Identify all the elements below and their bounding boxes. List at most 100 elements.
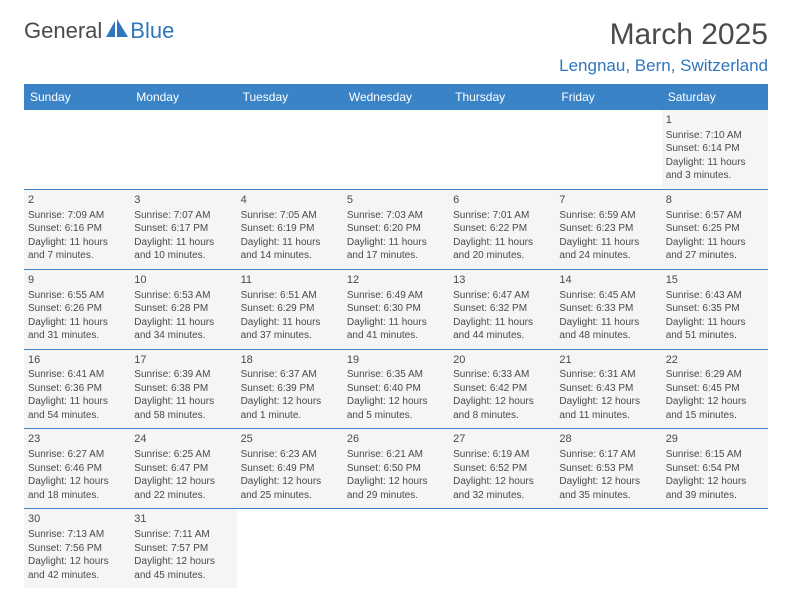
sunrise-text: Sunrise: 6:51 AM	[241, 289, 339, 303]
calendar-cell: 6Sunrise: 7:01 AMSunset: 6:22 PMDaylight…	[449, 189, 555, 269]
daylight-text: Daylight: 12 hours and 15 minutes.	[666, 395, 764, 422]
sunrise-text: Sunrise: 6:57 AM	[666, 209, 764, 223]
logo-sail-icon	[106, 19, 128, 44]
day-number: 26	[347, 432, 445, 447]
weekday-header: Sunday	[24, 84, 130, 110]
day-number: 23	[28, 432, 126, 447]
sunrise-text: Sunrise: 6:47 AM	[453, 289, 551, 303]
daylight-text: Daylight: 12 hours and 1 minute.	[241, 395, 339, 422]
sunrise-text: Sunrise: 6:43 AM	[666, 289, 764, 303]
sunrise-text: Sunrise: 6:35 AM	[347, 368, 445, 382]
sunrise-text: Sunrise: 6:25 AM	[134, 448, 232, 462]
sunrise-text: Sunrise: 6:33 AM	[453, 368, 551, 382]
sunrise-text: Sunrise: 6:49 AM	[347, 289, 445, 303]
calendar-cell	[449, 110, 555, 189]
sunrise-text: Sunrise: 6:27 AM	[28, 448, 126, 462]
daylight-text: Daylight: 11 hours and 48 minutes.	[559, 316, 657, 343]
daylight-text: Daylight: 11 hours and 14 minutes.	[241, 236, 339, 263]
sunrise-text: Sunrise: 6:19 AM	[453, 448, 551, 462]
calendar-cell	[343, 110, 449, 189]
calendar-row: 16Sunrise: 6:41 AMSunset: 6:36 PMDayligh…	[24, 349, 768, 429]
calendar-row: 9Sunrise: 6:55 AMSunset: 6:26 PMDaylight…	[24, 269, 768, 349]
sunset-text: Sunset: 6:54 PM	[666, 462, 764, 476]
day-number: 16	[28, 353, 126, 368]
location: Lengnau, Bern, Switzerland	[559, 56, 768, 76]
daylight-text: Daylight: 12 hours and 32 minutes.	[453, 475, 551, 502]
daylight-text: Daylight: 12 hours and 8 minutes.	[453, 395, 551, 422]
day-number: 21	[559, 353, 657, 368]
daylight-text: Daylight: 11 hours and 17 minutes.	[347, 236, 445, 263]
sunset-text: Sunset: 6:46 PM	[28, 462, 126, 476]
daylight-text: Daylight: 11 hours and 41 minutes.	[347, 316, 445, 343]
title-block: March 2025 Lengnau, Bern, Switzerland	[559, 18, 768, 76]
weekday-header: Saturday	[662, 84, 768, 110]
sunset-text: Sunset: 6:39 PM	[241, 382, 339, 396]
calendar-row: 2Sunrise: 7:09 AMSunset: 6:16 PMDaylight…	[24, 189, 768, 269]
sunset-text: Sunset: 6:19 PM	[241, 222, 339, 236]
sunrise-text: Sunrise: 6:15 AM	[666, 448, 764, 462]
daylight-text: Daylight: 11 hours and 58 minutes.	[134, 395, 232, 422]
sunset-text: Sunset: 6:52 PM	[453, 462, 551, 476]
logo-text-general: General	[24, 18, 102, 44]
sunrise-text: Sunrise: 7:10 AM	[666, 129, 764, 143]
day-number: 29	[666, 432, 764, 447]
daylight-text: Daylight: 12 hours and 22 minutes.	[134, 475, 232, 502]
daylight-text: Daylight: 12 hours and 11 minutes.	[559, 395, 657, 422]
day-number: 11	[241, 273, 339, 288]
sunrise-text: Sunrise: 6:39 AM	[134, 368, 232, 382]
sunset-text: Sunset: 7:57 PM	[134, 542, 232, 556]
calendar-cell	[449, 509, 555, 588]
daylight-text: Daylight: 12 hours and 18 minutes.	[28, 475, 126, 502]
calendar-row: 1Sunrise: 7:10 AMSunset: 6:14 PMDaylight…	[24, 110, 768, 189]
weekday-header-row: Sunday Monday Tuesday Wednesday Thursday…	[24, 84, 768, 110]
daylight-text: Daylight: 12 hours and 45 minutes.	[134, 555, 232, 582]
sunrise-text: Sunrise: 6:31 AM	[559, 368, 657, 382]
sunset-text: Sunset: 6:33 PM	[559, 302, 657, 316]
day-number: 24	[134, 432, 232, 447]
sunset-text: Sunset: 6:43 PM	[559, 382, 657, 396]
daylight-text: Daylight: 12 hours and 39 minutes.	[666, 475, 764, 502]
calendar-cell: 14Sunrise: 6:45 AMSunset: 6:33 PMDayligh…	[555, 269, 661, 349]
calendar-cell: 4Sunrise: 7:05 AMSunset: 6:19 PMDaylight…	[237, 189, 343, 269]
sunset-text: Sunset: 6:47 PM	[134, 462, 232, 476]
day-number: 12	[347, 273, 445, 288]
calendar-cell: 3Sunrise: 7:07 AMSunset: 6:17 PMDaylight…	[130, 189, 236, 269]
daylight-text: Daylight: 12 hours and 5 minutes.	[347, 395, 445, 422]
day-number: 13	[453, 273, 551, 288]
daylight-text: Daylight: 11 hours and 31 minutes.	[28, 316, 126, 343]
sunrise-text: Sunrise: 6:53 AM	[134, 289, 232, 303]
day-number: 8	[666, 193, 764, 208]
calendar-table: Sunday Monday Tuesday Wednesday Thursday…	[24, 84, 768, 588]
sunset-text: Sunset: 6:22 PM	[453, 222, 551, 236]
calendar-cell	[130, 110, 236, 189]
calendar-cell: 18Sunrise: 6:37 AMSunset: 6:39 PMDayligh…	[237, 349, 343, 429]
calendar-cell: 24Sunrise: 6:25 AMSunset: 6:47 PMDayligh…	[130, 429, 236, 509]
daylight-text: Daylight: 12 hours and 42 minutes.	[28, 555, 126, 582]
day-number: 4	[241, 193, 339, 208]
sunset-text: Sunset: 6:50 PM	[347, 462, 445, 476]
calendar-cell: 29Sunrise: 6:15 AMSunset: 6:54 PMDayligh…	[662, 429, 768, 509]
sunset-text: Sunset: 6:23 PM	[559, 222, 657, 236]
calendar-cell: 17Sunrise: 6:39 AMSunset: 6:38 PMDayligh…	[130, 349, 236, 429]
day-number: 22	[666, 353, 764, 368]
sunset-text: Sunset: 6:40 PM	[347, 382, 445, 396]
sunrise-text: Sunrise: 6:17 AM	[559, 448, 657, 462]
sunrise-text: Sunrise: 7:11 AM	[134, 528, 232, 542]
daylight-text: Daylight: 11 hours and 27 minutes.	[666, 236, 764, 263]
day-number: 6	[453, 193, 551, 208]
daylight-text: Daylight: 12 hours and 25 minutes.	[241, 475, 339, 502]
sunrise-text: Sunrise: 6:21 AM	[347, 448, 445, 462]
calendar-cell	[237, 110, 343, 189]
sunset-text: Sunset: 6:38 PM	[134, 382, 232, 396]
daylight-text: Daylight: 11 hours and 24 minutes.	[559, 236, 657, 263]
daylight-text: Daylight: 11 hours and 7 minutes.	[28, 236, 126, 263]
calendar-cell: 23Sunrise: 6:27 AMSunset: 6:46 PMDayligh…	[24, 429, 130, 509]
calendar-cell: 22Sunrise: 6:29 AMSunset: 6:45 PMDayligh…	[662, 349, 768, 429]
calendar-cell: 2Sunrise: 7:09 AMSunset: 6:16 PMDaylight…	[24, 189, 130, 269]
calendar-cell: 1Sunrise: 7:10 AMSunset: 6:14 PMDaylight…	[662, 110, 768, 189]
day-number: 3	[134, 193, 232, 208]
daylight-text: Daylight: 11 hours and 34 minutes.	[134, 316, 232, 343]
day-number: 7	[559, 193, 657, 208]
header: General Blue March 2025 Lengnau, Bern, S…	[24, 18, 768, 76]
day-number: 28	[559, 432, 657, 447]
